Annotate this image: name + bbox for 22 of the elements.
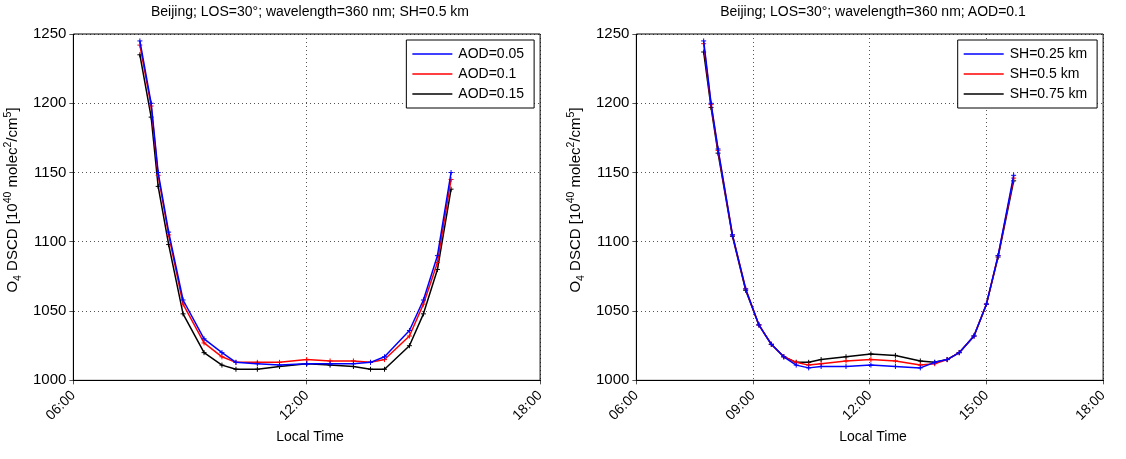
x-axis-title: Local Time [838, 428, 908, 444]
chart-title: Beijing; LOS=30°; wavelength=360 nm; AOD=0.1 [719, 3, 1027, 19]
y-tick-label: 1200 [32, 93, 67, 111]
x-axis-title: Local Time [275, 428, 345, 444]
legend-label: AOD=0.15 [458, 84, 525, 101]
y-tick-label: 1100 [597, 231, 630, 249]
y-tick-label: 1000 [32, 370, 67, 388]
y-tick-label: 1200 [595, 93, 630, 111]
y-tick-label: 1150 [34, 162, 67, 180]
y-tick-label: 1100 [34, 231, 67, 249]
y-tick-label: 1250 [595, 24, 630, 42]
legend-label: SH=0.5 km [1009, 64, 1080, 81]
y-tick-label: 1250 [32, 24, 67, 42]
y-tick-label: 1150 [597, 162, 630, 180]
legend-label: SH=0.25 km [1009, 44, 1088, 61]
legend-label: SH=0.75 km [1009, 84, 1088, 101]
legend-label: AOD=0.05 [458, 44, 525, 61]
chart-title: Beijing; LOS=30°; wavelength=360 nm; SH=0.5 km [149, 3, 471, 19]
y-tick-label: 1000 [595, 370, 630, 388]
y-tick-label: 1050 [32, 301, 67, 319]
y-tick-label: 1050 [595, 301, 630, 319]
legend-label: AOD=0.1 [458, 64, 517, 81]
